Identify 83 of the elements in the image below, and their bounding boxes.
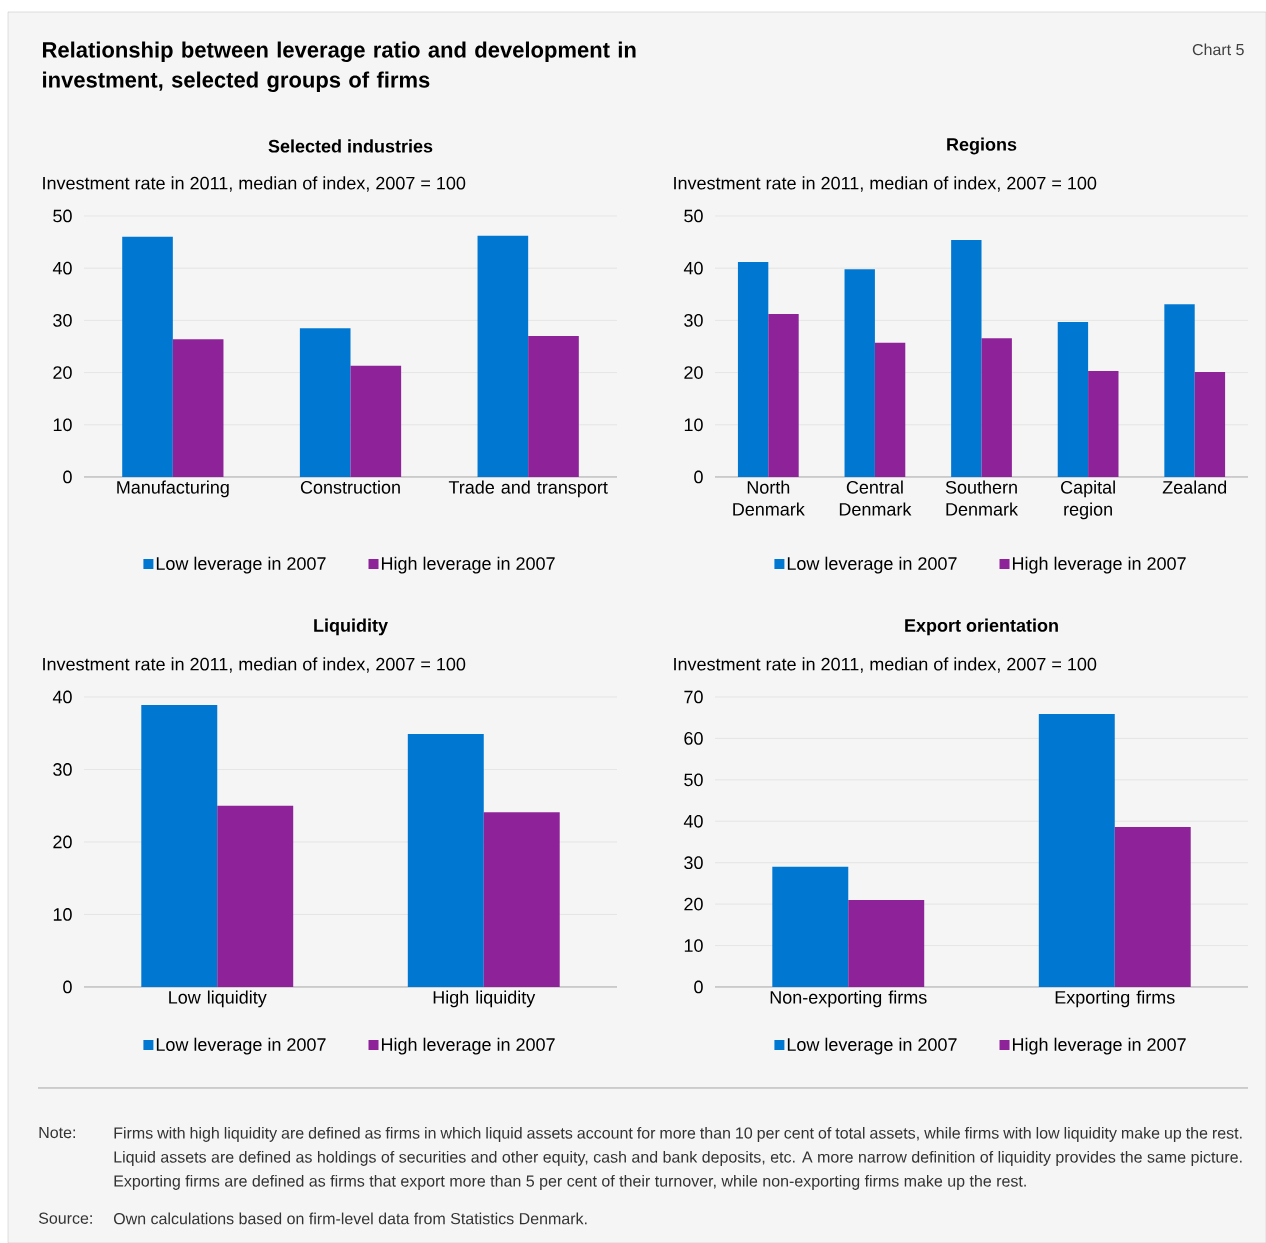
y-tick-label: 40 (52, 261, 72, 275)
legend-label: Low leverage in 2007 (156, 1037, 326, 1055)
legend-label: High leverage in 2007 (1012, 556, 1186, 574)
y-axis-title: Investment rate in 2011, median of index, 2007 = 100 (674, 657, 1097, 673)
legend-label: High leverage in 2007 (381, 556, 555, 574)
bar (1038, 713, 1115, 987)
bar (951, 239, 982, 477)
bar (768, 314, 799, 477)
x-tick-label: Low liquidity (169, 990, 267, 1008)
y-tick-label: 20 (684, 897, 703, 911)
bar (1194, 372, 1226, 477)
bar (122, 236, 173, 477)
y-tick-label: 50 (53, 209, 72, 223)
caption: Chart 5 (1192, 43, 1244, 56)
bar (874, 342, 906, 477)
y-tick-label: 40 (52, 690, 72, 704)
x-tick-label: Manufacturing (117, 480, 229, 498)
text: Firms with high liquidity are defined as firms in which liquid assets account for more than 10 per cent of total assets, while firms with low liquidity make up the rest. Liquid assets are defined as holdings of securities and other equity, cash and bank deposits, etc. A more narrow definition of liquidity provides the same picture. Exporting firms are defined as firms that export more than 5 per cent of their turnover, while non-exporting firms make up the rest. (114, 1126, 1242, 1190)
y-tick-label: 30 (684, 314, 703, 327)
bar (217, 805, 294, 987)
bar (1164, 304, 1195, 477)
y-tick-label: 60 (684, 732, 703, 745)
bar (350, 365, 402, 477)
y-tick-label: 40 (683, 814, 703, 828)
bar (737, 261, 769, 477)
y-tick-label: 0 (694, 980, 703, 994)
x-tick-label: High liquidity (433, 990, 536, 1008)
bar (844, 269, 875, 477)
bar (1088, 371, 1119, 477)
y-tick-label: 10 (684, 939, 703, 952)
legend-label: Low leverage in 2007 (156, 556, 326, 574)
y-tick-label: 10 (53, 418, 72, 432)
chart-title: Regions (947, 137, 1017, 155)
x-tick-label: Non-exporting firms (770, 990, 927, 1008)
legend-label: Low leverage in 2007 (787, 556, 957, 574)
x-tick-label: Construction (300, 480, 400, 494)
y-tick-label: 10 (53, 908, 72, 921)
x-tick-label: Zealand (1162, 480, 1227, 494)
bar (1114, 827, 1191, 987)
x-tick-label: Trade and transport (448, 480, 608, 498)
y-tick-label: 20 (684, 366, 703, 379)
bar (172, 339, 224, 477)
x-tick-label: Capital region (1061, 480, 1115, 520)
bar (477, 235, 529, 477)
bar (407, 733, 484, 987)
y-tick-label: 30 (684, 856, 703, 870)
y-axis-title: Investment rate in 2011, median of index, 2007 = 100 (674, 176, 1097, 192)
y-tick-label: 20 (53, 366, 72, 379)
y-axis-title: Investment rate in 2011, median of index, 2007 = 100 (43, 657, 466, 673)
bar (848, 899, 925, 987)
y-tick-label: 70 (684, 690, 703, 704)
legend-label: High leverage in 2007 (381, 1037, 555, 1055)
bar (141, 704, 218, 987)
text: Note: (39, 1126, 75, 1139)
bar (299, 328, 351, 477)
y-tick-label: 30 (53, 314, 72, 327)
bar (528, 336, 579, 477)
x-tick-label: Exporting firms (1055, 990, 1175, 1008)
y-tick-label: 20 (53, 835, 72, 849)
y-tick-label: 40 (683, 261, 703, 275)
chart-title: Selected industries (268, 139, 433, 153)
y-tick-label: 30 (53, 763, 72, 776)
y-tick-label: 0 (63, 980, 72, 994)
y-axis-title: Investment rate in 2011, median of index, 2007 = 100 (43, 176, 466, 192)
chart-title: Liquidity (314, 618, 388, 636)
chart-title: Export orientation (905, 618, 1058, 636)
x-tick-label: North Denmark (733, 480, 805, 516)
y-tick-label: 50 (684, 209, 703, 223)
source-note: Source: (38, 1212, 92, 1224)
text: Own calculations based on firm-level data from Statistics Denmark. (113, 1212, 587, 1225)
x-tick-label: Southern Denmark (945, 480, 1019, 516)
text: Relationship between leverage ratio and development in investment, selected groups of firms (43, 41, 636, 93)
y-tick-label: 10 (684, 418, 703, 432)
y-tick-label: 50 (684, 773, 703, 787)
bar (981, 338, 1012, 477)
bar (483, 812, 560, 987)
y-tick-label: 0 (63, 470, 72, 484)
x-tick-label: Central Denmark (839, 480, 912, 516)
legend-label: High leverage in 2007 (1012, 1037, 1186, 1055)
bar (1057, 321, 1089, 477)
bar (772, 866, 849, 987)
y-tick-label: 0 (694, 470, 703, 484)
legend-label: Low leverage in 2007 (787, 1037, 957, 1055)
